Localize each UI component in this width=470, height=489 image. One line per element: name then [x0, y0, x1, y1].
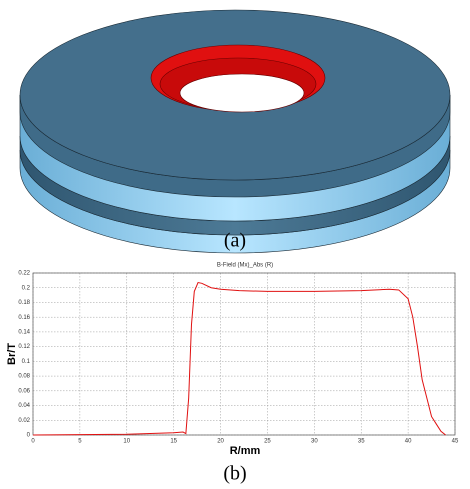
x-tick-label: 15 — [170, 439, 177, 445]
disc-render — [20, 10, 450, 253]
x-tick-label: 5 — [78, 439, 82, 445]
x-tick-label: 40 — [405, 439, 412, 445]
y-tick-label: 0.04 — [18, 403, 30, 409]
y-axis-label: Br/T — [6, 343, 18, 365]
y-tick-label: 0.18 — [18, 300, 30, 306]
x-axis-label: R/mm — [230, 445, 261, 457]
data-line — [33, 283, 446, 435]
y-tick-label: 0.08 — [18, 374, 30, 380]
chart: B-Field (Mx)_Abs (R) R/mm Br/T 0 0.02 0.04… — [6, 263, 459, 457]
caption: (b) — [223, 463, 246, 485]
x-tick-label: 10 — [123, 439, 130, 445]
figure: (a) (b) B-Field (Mx)_Abs (R) R/mm Br/T 0… — [0, 0, 470, 489]
y-tick-label: 0.12 — [18, 344, 30, 350]
y-tick-label: 0.14 — [18, 329, 30, 335]
y-tick-label: 0.1 — [22, 359, 31, 365]
plot-frame — [33, 273, 455, 435]
y-tick-label: 0.06 — [18, 388, 30, 394]
x-tick-label: 45 — [452, 439, 459, 445]
y-tick-label: 0.22 — [18, 271, 30, 277]
y-tick-label: 0.2 — [22, 285, 31, 291]
y-tick-label: 0.16 — [18, 315, 30, 321]
x-tick-label: 20 — [217, 439, 224, 445]
x-tick-label: 30 — [311, 439, 318, 445]
y-tick-label: 0 — [27, 433, 31, 439]
chart-title: B-Field (Mx)_Abs (R) — [217, 263, 273, 269]
x-tick-label: 25 — [264, 439, 271, 445]
x-tick-label: 0 — [31, 439, 35, 445]
y-tick-label: 0.02 — [18, 418, 30, 424]
caption: (a) — [224, 230, 246, 252]
x-tick-label: 35 — [358, 439, 365, 445]
